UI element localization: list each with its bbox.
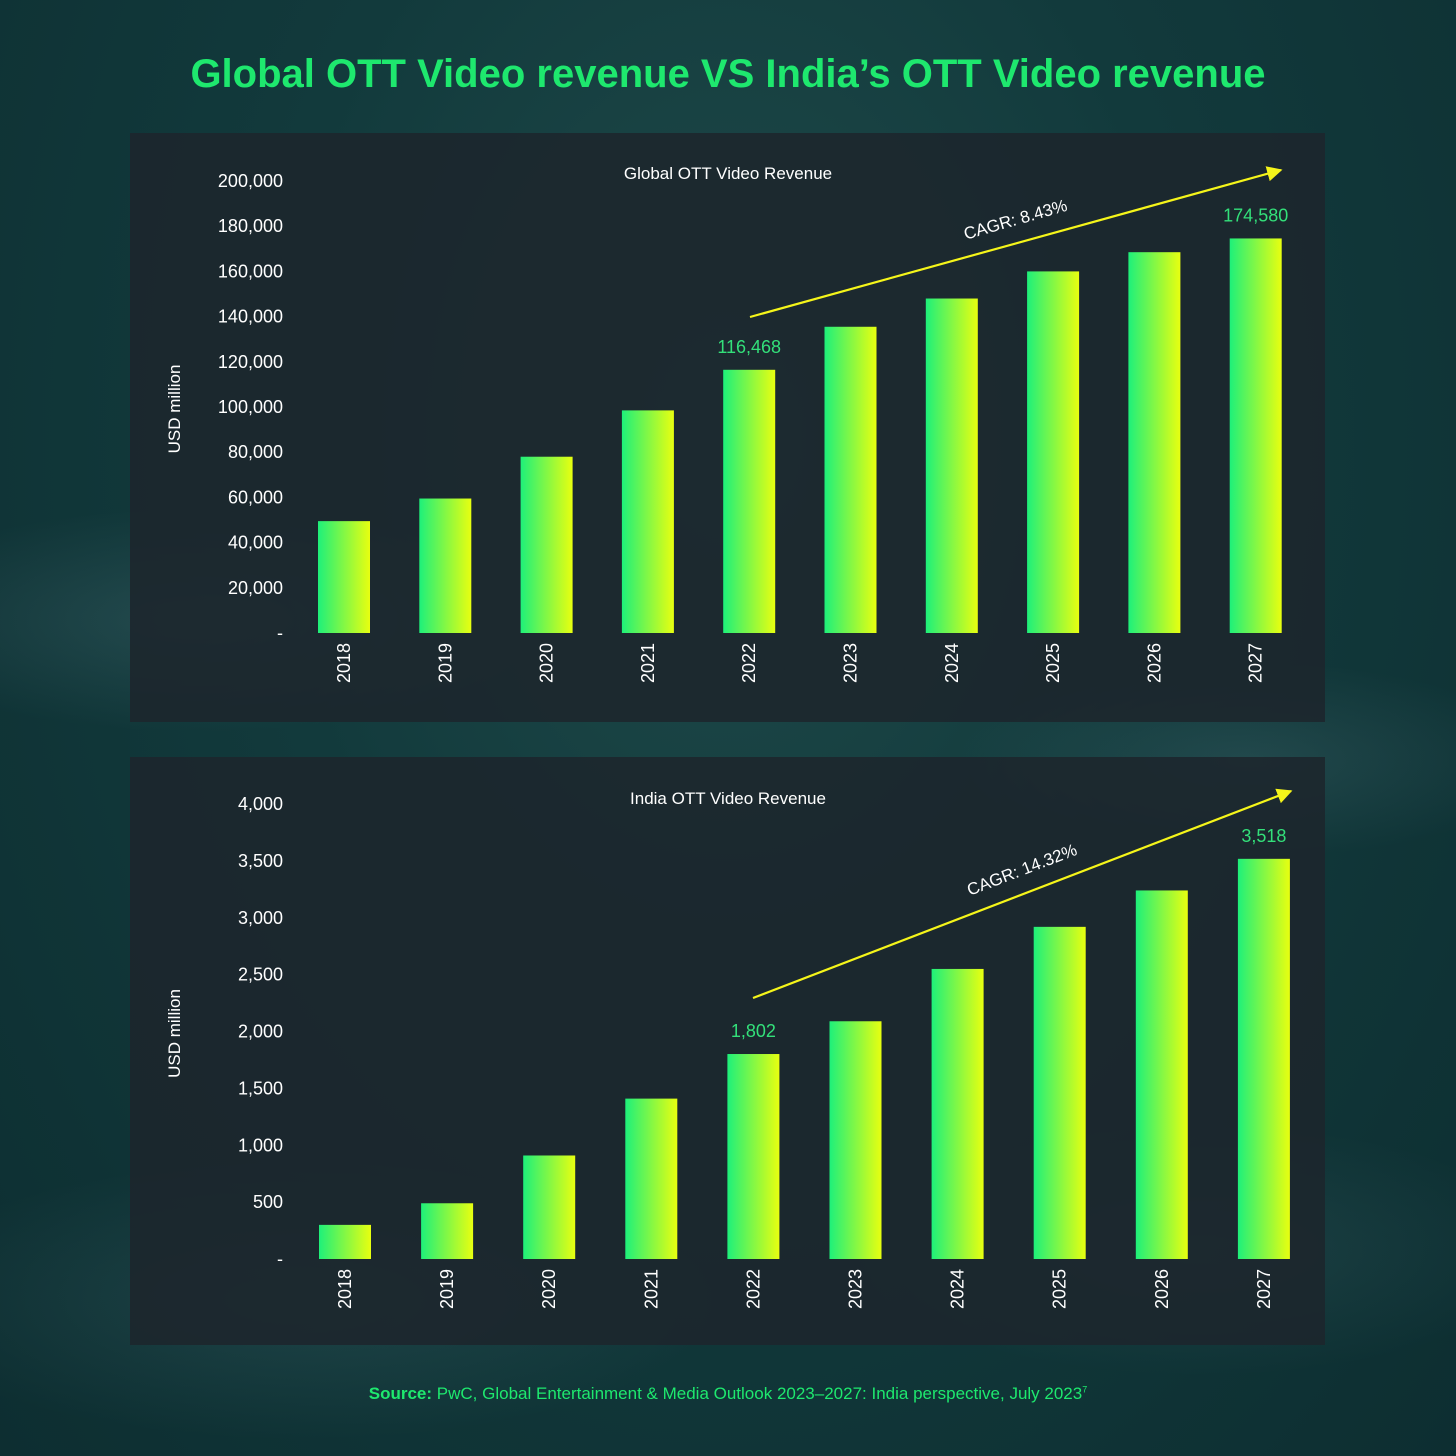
- global-bar-2025: [1027, 271, 1080, 633]
- india-y-tick-label: 4,000: [238, 794, 283, 814]
- global-y-tick-label: 160,000: [218, 261, 283, 281]
- global-x-tick-label: 2018: [334, 643, 354, 683]
- india-x-tick-label: 2027: [1254, 1269, 1274, 1309]
- global-x-tick-label: 2027: [1246, 643, 1266, 683]
- global-y-tick-label: -: [277, 623, 283, 643]
- global-x-tick-label: 2019: [435, 643, 455, 683]
- global-y-tick-label: 20,000: [228, 578, 283, 598]
- india-bar-2026: [1135, 890, 1188, 1259]
- global-x-tick-label: 2025: [1043, 643, 1063, 683]
- global-bar-2024: [925, 298, 978, 633]
- global-x-tick-label: 2026: [1144, 643, 1164, 683]
- page-title: Global OTT Video revenue VS India’s OTT …: [190, 52, 1266, 96]
- india-y-tick-label: 2,000: [238, 1022, 283, 1042]
- global-y-tick-label: 60,000: [228, 487, 283, 507]
- india-bar-2024: [931, 968, 984, 1259]
- india-bar-2018: [319, 1224, 371, 1259]
- india-chart-title: India OTT Video Revenue: [630, 789, 826, 808]
- india-y-tick-label: 1,000: [238, 1135, 283, 1155]
- source-footnote: 7: [1082, 1384, 1088, 1395]
- india-bar-2025: [1033, 926, 1086, 1259]
- global-y-tick-label: 40,000: [228, 533, 283, 553]
- india-x-tick-label: 2021: [641, 1269, 661, 1309]
- global-x-tick-label: 2023: [841, 643, 861, 683]
- global-bar-2022: [723, 369, 776, 633]
- source-label: Source:: [368, 1384, 433, 1403]
- global-bar-2018: [318, 521, 370, 633]
- india-bar-2023: [829, 1021, 882, 1259]
- global-ott-chart: Global OTT Video Revenue USD million - 20,0…: [165, 164, 1288, 683]
- global-chart-title: Global OTT Video Revenue: [624, 164, 832, 183]
- source-note: Source: PwC, Global Entertainment & Medi…: [0, 1384, 1456, 1404]
- global-y-tick-label: 80,000: [228, 442, 283, 462]
- india-cagr-annotation: CAGR: 14.32%: [964, 840, 1079, 899]
- global-bar-2020: [520, 456, 573, 633]
- india-y-tick-label: -: [277, 1249, 283, 1269]
- india-x-tick-label: 2024: [948, 1269, 968, 1309]
- india-chart-panel: India OTT Video Revenue USD million - 500 1,…: [130, 757, 1325, 1345]
- global-bar-2023: [824, 326, 877, 633]
- india-bar-2021: [625, 1098, 678, 1259]
- india-ott-chart: India OTT Video Revenue USD million - 500 1,…: [165, 788, 1293, 1309]
- global-x-tick-label: 2021: [638, 643, 658, 683]
- india-y-tick-label: 2,500: [238, 965, 283, 985]
- india-bar-2027: [1237, 858, 1290, 1259]
- india-x-tick-label: 2018: [335, 1269, 355, 1309]
- global-y-axis-label: USD million: [165, 365, 184, 454]
- india-cagr-arrow: [752, 788, 1293, 1000]
- global-y-tick-label: 100,000: [218, 397, 283, 417]
- india-y-tick-label: 3,500: [238, 851, 283, 871]
- global-x-tick-label: 2024: [942, 643, 962, 683]
- india-x-tick-label: 2022: [743, 1269, 763, 1309]
- india-y-axis-label: USD million: [165, 989, 184, 1078]
- india-x-tick-label: 2025: [1050, 1269, 1070, 1309]
- global-data-label-2022: 116,468: [717, 337, 781, 357]
- india-bar-2019: [421, 1203, 474, 1259]
- global-bar-2019: [419, 498, 472, 633]
- source-text: PwC, Global Entertainment & Media Outloo…: [436, 1384, 1083, 1403]
- global-data-label-2027: 174,580: [1223, 205, 1288, 225]
- india-bar-2022: [727, 1054, 780, 1259]
- global-x-tick-label: 2020: [537, 643, 557, 683]
- global-bar-2027: [1229, 238, 1282, 633]
- india-data-label-2022: 1,802: [731, 1021, 776, 1041]
- global-bar-2026: [1128, 252, 1181, 633]
- global-chart-panel: Global OTT Video Revenue USD million - 20,0…: [130, 133, 1325, 722]
- global-y-tick-label: 180,000: [218, 216, 283, 236]
- india-bar-2020: [523, 1155, 576, 1259]
- india-y-tick-label: 3,000: [238, 908, 283, 928]
- india-data-label-2027: 3,518: [1241, 826, 1286, 846]
- global-cagr-annotation: CAGR: 8.43%: [962, 196, 1070, 244]
- global-y-tick-label: 140,000: [218, 307, 283, 327]
- india-y-tick-label: 1,500: [238, 1078, 283, 1098]
- india-x-tick-label: 2026: [1152, 1269, 1172, 1309]
- india-x-tick-label: 2020: [539, 1269, 559, 1309]
- india-x-tick-label: 2023: [846, 1269, 866, 1309]
- global-y-tick-label: 200,000: [218, 171, 283, 191]
- global-x-tick-label: 2022: [739, 643, 759, 683]
- global-cagr-arrow: [749, 166, 1283, 319]
- global-y-tick-label: 120,000: [218, 352, 283, 372]
- india-y-tick-label: 500: [253, 1192, 283, 1212]
- global-bar-2021: [621, 410, 674, 633]
- india-x-tick-label: 2019: [437, 1269, 457, 1309]
